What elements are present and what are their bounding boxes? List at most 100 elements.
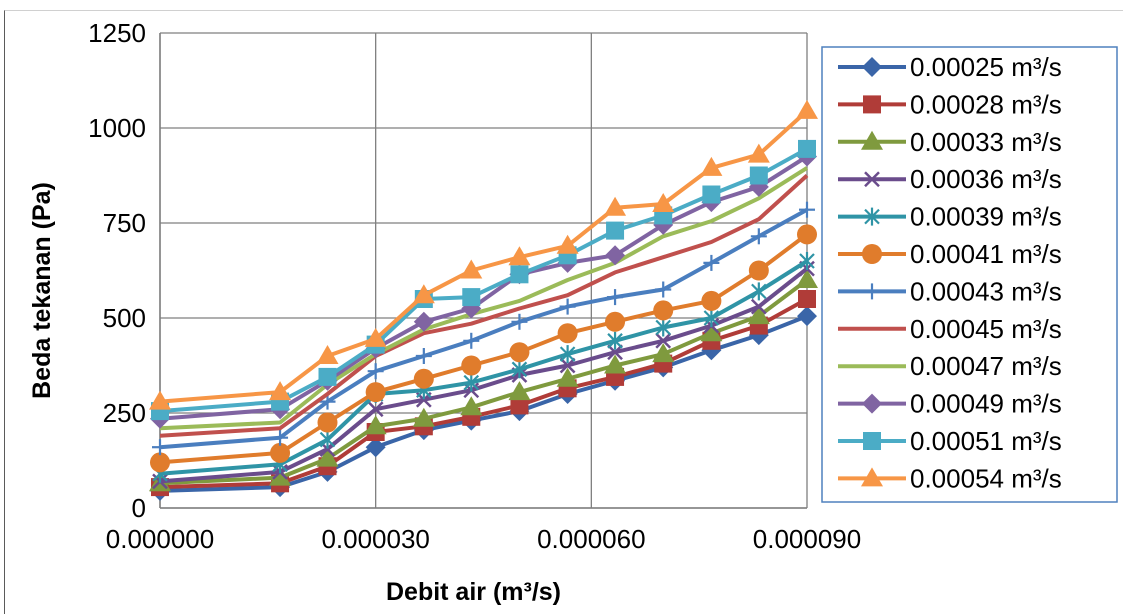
data-point xyxy=(316,345,339,364)
data-point xyxy=(607,344,623,361)
data-point xyxy=(559,298,576,315)
data-point xyxy=(559,345,576,364)
legend-label: 0.00033 m³/s xyxy=(910,127,1062,157)
data-point xyxy=(655,281,672,298)
legend-item: 0.00049 m³/s xyxy=(838,389,1062,419)
gridlines xyxy=(159,32,808,509)
data-point xyxy=(703,309,720,327)
data-point xyxy=(799,201,815,218)
marker-stroke xyxy=(750,298,767,315)
legend-item: 0.00028 m³/s xyxy=(838,89,1062,119)
data-point xyxy=(559,357,576,374)
data-point xyxy=(604,196,627,216)
legend-label: 0.00039 m³/s xyxy=(910,202,1062,232)
data-point xyxy=(750,228,767,245)
data-point xyxy=(700,156,723,176)
y-tick-label: 750 xyxy=(103,208,146,238)
y-tick-label: 250 xyxy=(103,398,146,428)
data-point xyxy=(508,381,531,401)
data-point xyxy=(798,139,816,158)
data-point xyxy=(796,269,818,288)
series-line xyxy=(159,174,809,438)
legend-label: 0.00054 m³/s xyxy=(910,463,1062,493)
legend-item: 0.00041 m³/s xyxy=(838,239,1062,269)
x-axis-title: Debit air (m³/s) xyxy=(386,578,561,606)
series-5 xyxy=(152,252,815,483)
legend-label: 0.00049 m³/s xyxy=(910,389,1062,419)
data-point xyxy=(511,360,528,379)
data-point xyxy=(751,282,767,301)
data-point xyxy=(270,442,291,463)
data-point xyxy=(607,289,624,306)
data-point xyxy=(700,322,723,342)
y-axis-title: Beda tekanan (Pa) xyxy=(28,182,56,399)
data-point xyxy=(367,363,384,380)
data-point xyxy=(747,305,770,325)
data-point xyxy=(557,323,578,344)
x-tick-label: 0.000000 xyxy=(106,524,214,554)
data-point xyxy=(702,185,721,204)
data-point xyxy=(510,265,529,284)
legend-marker xyxy=(861,467,883,487)
data-point xyxy=(461,355,482,376)
y-tick-label: 1250 xyxy=(88,18,146,48)
marker-stroke xyxy=(559,357,576,374)
data-point xyxy=(319,430,336,449)
series-layer xyxy=(149,99,818,501)
legend-label: 0.00051 m³/s xyxy=(910,426,1062,456)
legend-marker xyxy=(861,130,883,150)
data-point xyxy=(655,332,672,349)
data-point xyxy=(556,367,579,387)
legend-item: 0.00043 m³/s xyxy=(838,276,1062,306)
data-point xyxy=(510,396,529,415)
marker-stroke xyxy=(607,344,623,361)
legend-label: 0.00028 m³/s xyxy=(910,89,1062,119)
legend-label: 0.00043 m³/s xyxy=(910,276,1062,306)
y-tick-label: 1000 xyxy=(88,113,146,143)
legend-item: 0.00051 m³/s xyxy=(838,426,1062,456)
data-point xyxy=(413,368,434,389)
series-7 xyxy=(152,201,815,456)
legend-item: 0.00033 m³/s xyxy=(838,127,1062,157)
x-tick-label: 0.000060 xyxy=(537,524,645,554)
legend-marker xyxy=(864,207,880,226)
data-point xyxy=(317,412,338,433)
tick-labels: 0 250 500 750 1000 1250 0.000000 0.000030 0.0000… xyxy=(88,18,861,554)
data-point xyxy=(150,452,170,473)
data-point xyxy=(607,331,623,350)
series-6 xyxy=(150,224,817,473)
data-point xyxy=(509,342,530,363)
data-point xyxy=(412,284,435,304)
legend-marker xyxy=(862,244,882,264)
data-point xyxy=(508,246,531,266)
data-point xyxy=(149,390,171,410)
data-point xyxy=(367,401,384,418)
data-point xyxy=(364,415,387,435)
data-point xyxy=(652,343,675,363)
data-point xyxy=(365,382,386,403)
data-point xyxy=(316,447,339,467)
legend-item: 0.00039 m³/s xyxy=(838,202,1062,232)
legend-label: 0.00047 m³/s xyxy=(910,351,1062,381)
data-point xyxy=(365,437,386,458)
legend-item: 0.00025 m³/s xyxy=(838,52,1062,82)
data-point xyxy=(797,306,817,327)
data-point xyxy=(272,429,289,446)
data-point xyxy=(605,245,626,266)
data-point xyxy=(460,259,483,279)
legend-item: 0.00054 m³/s xyxy=(838,463,1062,493)
legend-marker xyxy=(863,95,881,114)
data-point xyxy=(652,193,675,212)
x-tick-label: 0.000090 xyxy=(753,524,861,554)
series-8 xyxy=(159,174,809,438)
data-point xyxy=(604,354,627,374)
axes xyxy=(159,33,807,509)
data-point xyxy=(152,439,168,456)
data-point xyxy=(798,290,816,308)
legend-item: 0.00045 m³/s xyxy=(838,314,1062,344)
legend-label: 0.00025 m³/s xyxy=(910,52,1062,82)
data-point xyxy=(463,373,480,392)
data-point xyxy=(799,252,815,270)
series-12 xyxy=(149,99,818,410)
